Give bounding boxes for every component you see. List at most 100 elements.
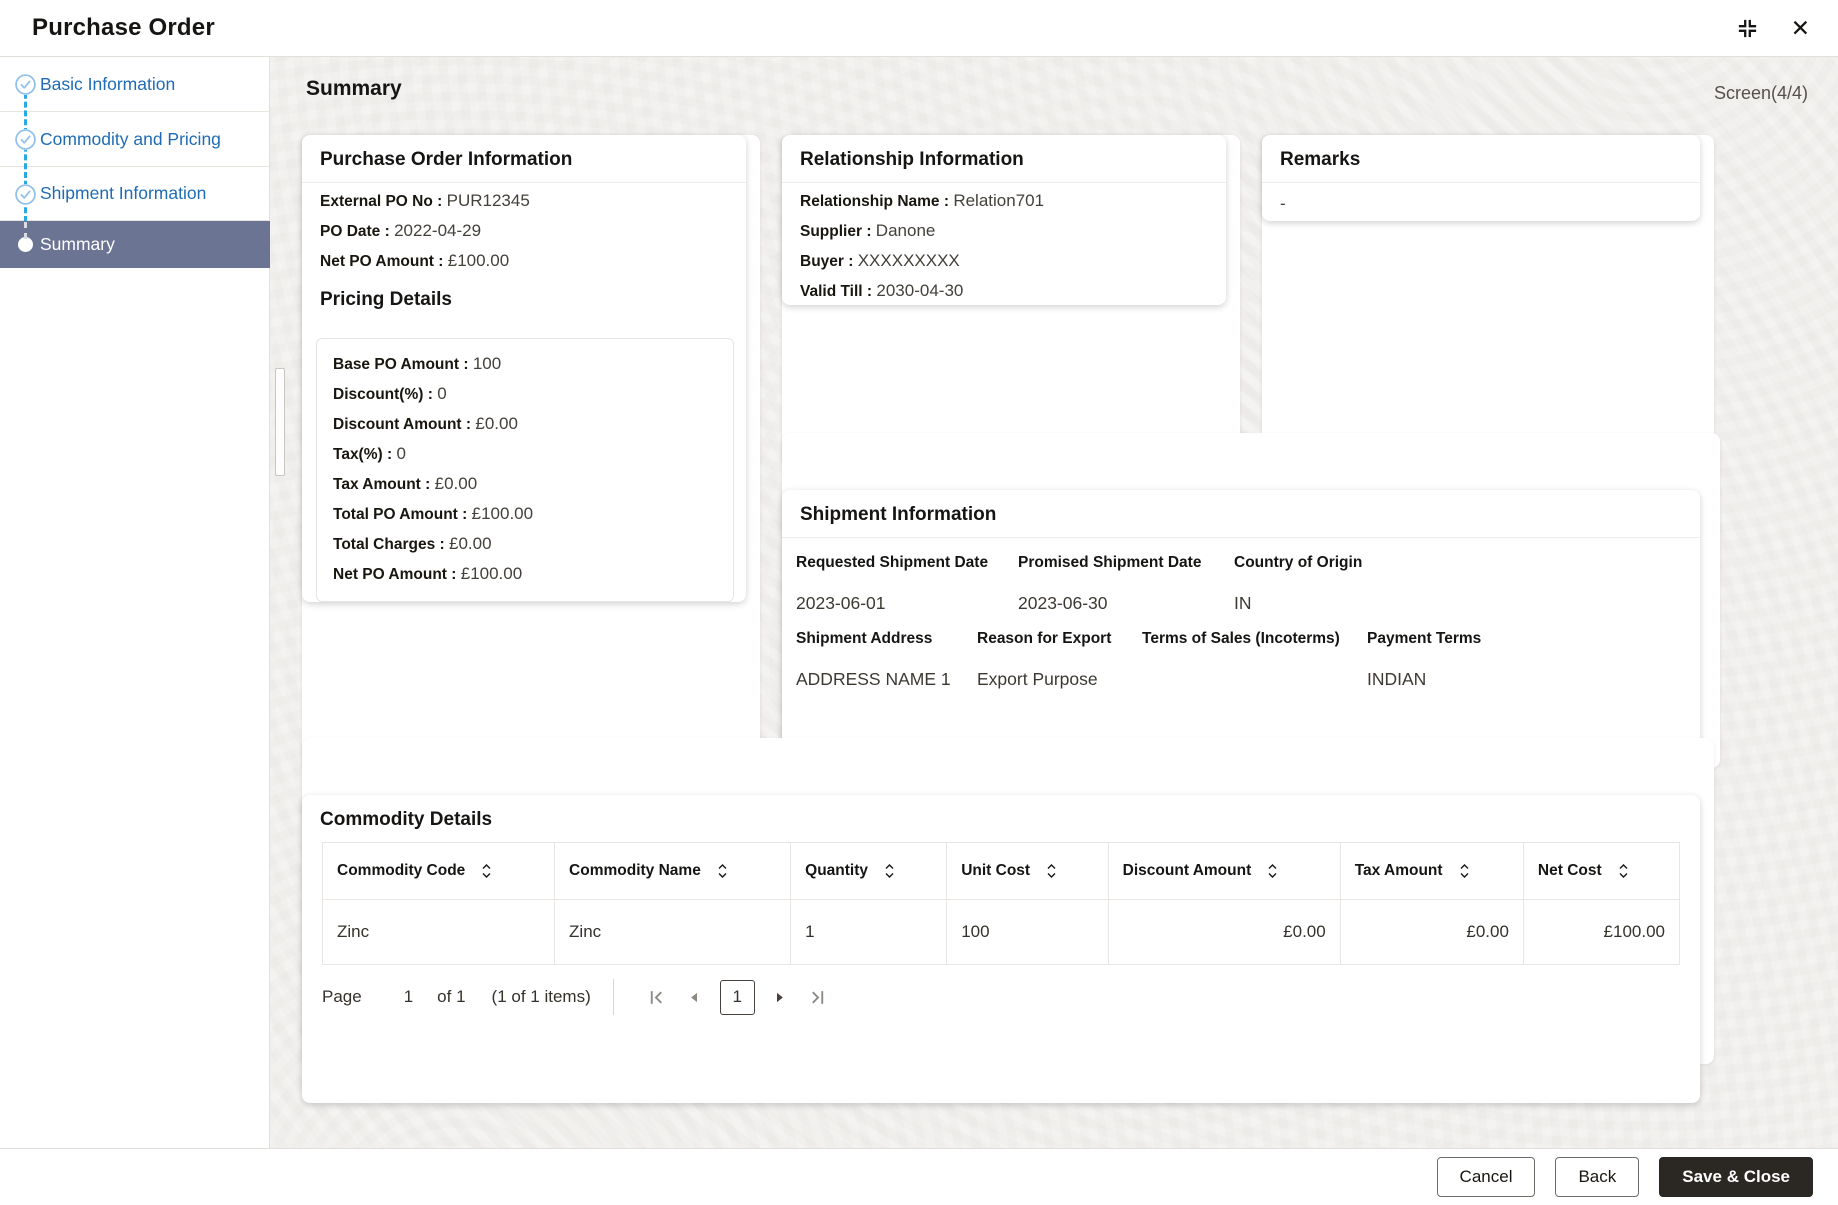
relationship-card-title: Relationship Information <box>782 135 1226 183</box>
field-label: Base PO Amount <box>333 356 473 373</box>
shipment-value: INDIAN <box>1367 669 1427 689</box>
field-label: Net PO Amount <box>333 566 461 583</box>
sidebar-item-basic-information[interactable]: Basic Information <box>0 57 270 112</box>
page-number-value[interactable]: 1 <box>403 987 414 1006</box>
shipment-card: Shipment Information Requested Shipment … <box>782 490 1700 769</box>
field-po-date: PO Date2022-04-29 <box>320 216 728 246</box>
col-header-label: Net Cost <box>1537 862 1602 879</box>
field-label: Buyer <box>800 253 858 270</box>
window-actions: ✕ <box>1734 0 1812 57</box>
shipment-value: 2023-06-01 <box>796 593 886 613</box>
col-header-commodity-name: Commodity Name <box>554 842 792 900</box>
field-value: XXXXXXXXX <box>857 251 960 270</box>
vertical-scrollbar-thumb[interactable] <box>275 368 285 476</box>
check-circle-icon <box>15 184 36 205</box>
po-info-fields: External PO NoPUR12345 PO Date2022-04-29… <box>302 183 746 276</box>
last-page-button[interactable] <box>803 982 833 1012</box>
po-info-card: Purchase Order Information External PO N… <box>302 135 746 602</box>
table-row[interactable]: Zinc Zinc 1 100 £0.00 £0.00 £100.00 <box>321 899 1681 965</box>
relationship-card: Relationship Information Relationship Na… <box>782 135 1226 305</box>
field-label: Total Charges <box>333 536 449 553</box>
collapse-button[interactable] <box>1734 15 1761 42</box>
col-header-label: Discount Amount <box>1122 862 1252 879</box>
next-page-button[interactable] <box>765 982 795 1012</box>
shipment-value: IN <box>1234 593 1252 613</box>
sort-icon[interactable] <box>884 863 895 879</box>
page-label: Page <box>322 987 362 1006</box>
remarks-value: - <box>1280 194 1286 213</box>
field-total-charges: Total Charges£0.00 <box>333 529 717 559</box>
window-header: Purchase Order ✕ <box>0 0 1838 57</box>
field-value: 100 <box>472 354 502 373</box>
commodity-table-zone: Commodity Code Commodity Name Quantity U… <box>321 842 1681 965</box>
commodity-card-title: Commodity Details <box>320 809 493 830</box>
cell-commodity-code: Zinc <box>321 899 556 965</box>
commodity-panel: Commodity Details Commodity Code Commodi… <box>302 738 1714 1103</box>
step-connector-line <box>24 84 27 222</box>
relationship-panel: Relationship Information Relationship Na… <box>782 135 1240 466</box>
previous-page-button[interactable] <box>680 982 710 1012</box>
pagination-divider <box>612 979 614 1015</box>
current-page-box[interactable]: 1 <box>719 979 755 1015</box>
shipment-label: Shipment Address <box>796 630 933 647</box>
field-label: Relationship Name <box>800 193 953 210</box>
check-circle-icon <box>15 129 36 150</box>
remarks-card: Remarks - <box>1262 135 1700 221</box>
main-content: Summary Screen(4/4) Purchase Order Infor… <box>270 57 1838 1148</box>
shipment-card-title: Shipment Information <box>782 490 1700 538</box>
first-page-button[interactable] <box>642 982 672 1012</box>
col-header-discount-amount: Discount Amount <box>1107 842 1341 900</box>
sort-icon[interactable] <box>1267 863 1278 879</box>
field-value: £100.00 <box>447 251 510 270</box>
page-title: Summary <box>306 77 402 100</box>
field-tax-amount: Tax Amount£0.00 <box>333 469 717 499</box>
sort-icon[interactable] <box>1618 863 1629 879</box>
shipment-label: Payment Terms <box>1367 630 1482 647</box>
col-header-commodity-code: Commodity Code <box>321 842 556 900</box>
sidebar-item-label: Summary <box>40 234 115 254</box>
field-net-po-amount: Net PO Amount£100.00 <box>320 246 728 276</box>
sort-icon[interactable] <box>1459 863 1470 879</box>
sort-icon[interactable] <box>717 863 728 879</box>
shipment-value: Export Purpose <box>977 669 1098 689</box>
cell-discount-amount: £0.00 <box>1107 899 1341 965</box>
shipment-label: Country of Origin <box>1234 554 1363 571</box>
sidebar-item-label: Basic Information <box>40 73 176 94</box>
cell-unit-cost: 100 <box>946 899 1109 965</box>
shipment-grid: Requested Shipment Date Promised Shipmen… <box>782 538 1700 694</box>
field-label: Total PO Amount <box>333 506 472 523</box>
remarks-panel: Remarks - <box>1262 135 1714 466</box>
sort-icon[interactable] <box>481 863 492 879</box>
save-and-close-button[interactable]: Save & Close <box>1659 1157 1813 1197</box>
field-value: 2022-04-29 <box>394 221 482 240</box>
field-label: Tax Amount <box>333 476 435 493</box>
back-button[interactable]: Back <box>1555 1157 1640 1197</box>
field-value: £0.00 <box>475 414 518 433</box>
table-pagination: Page 1 of 1 (1 of 1 items) 1 <box>302 965 1700 1029</box>
relationship-fields: Relationship NameRelation701 SupplierDan… <box>782 183 1226 306</box>
previous-page-icon <box>687 990 702 1005</box>
shipment-value: 2023-06-30 <box>1018 593 1108 613</box>
shipment-label: Reason for Export <box>977 630 1112 647</box>
field-value: £100.00 <box>471 504 534 523</box>
field-label: Valid Till <box>800 283 876 300</box>
shipment-labels-row-1: Requested Shipment Date Promised Shipmen… <box>796 548 1686 578</box>
sidebar-item-shipment-information[interactable]: Shipment Information <box>0 167 270 221</box>
sidebar-item-summary[interactable]: Summary <box>0 221 270 268</box>
field-value: 0 <box>437 384 447 403</box>
cancel-button[interactable]: Cancel <box>1436 1157 1536 1197</box>
first-page-icon <box>647 988 666 1007</box>
shipment-values-row-1: 2023-06-01 2023-06-30 IN <box>796 588 1686 618</box>
items-count-text: (1 of 1 items) <box>491 987 591 1006</box>
collapse-icon <box>1736 17 1759 40</box>
sort-icon[interactable] <box>1046 863 1057 879</box>
po-info-card-title: Purchase Order Information <box>302 135 746 183</box>
close-button[interactable]: ✕ <box>1789 15 1812 42</box>
col-header-unit-cost: Unit Cost <box>946 842 1109 900</box>
pricing-details-title: Pricing Details <box>320 289 452 310</box>
shipment-value: ADDRESS NAME 1 <box>796 669 951 689</box>
field-label: Discount(%) <box>333 386 437 403</box>
col-header-label: Quantity <box>805 862 869 879</box>
sidebar-item-commodity-and-pricing[interactable]: Commodity and Pricing <box>0 112 270 167</box>
